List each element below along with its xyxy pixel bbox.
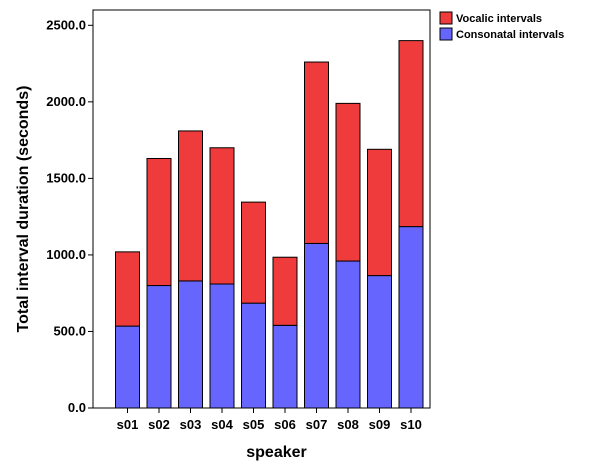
legend-swatch	[439, 27, 453, 41]
bar-vocalic-s09	[367, 148, 392, 277]
x-tick-label-s08: s08	[337, 417, 359, 432]
bar-vocalic-s02	[146, 157, 172, 287]
bar-consonatal-s09	[367, 275, 392, 409]
y-tick-label: 2000.0	[46, 94, 86, 109]
bar-consonatal-s08	[335, 260, 361, 409]
bar-consonatal-s07	[304, 242, 329, 409]
bar-vocalic-s06	[272, 256, 298, 326]
x-tick-label-s01: s01	[117, 417, 139, 432]
y-tick-label: 1000.0	[46, 247, 86, 262]
x-tick-label-s09: s09	[369, 417, 391, 432]
bar-consonatal-s04	[209, 283, 235, 409]
y-axis-title: Total interval duration (seconds)	[15, 86, 32, 333]
x-tick-label-s05: s05	[243, 417, 265, 432]
x-tick-label-s07: s07	[306, 417, 328, 432]
y-tick-label: 2500.0	[46, 17, 86, 32]
bar-consonatal-s02	[146, 285, 172, 409]
bar-vocalic-s08	[335, 102, 361, 262]
bar-consonatal-s10	[398, 226, 424, 409]
bar-vocalic-s05	[241, 201, 266, 304]
legend: Vocalic intervals Consonatal intervals	[439, 11, 564, 41]
bar-vocalic-s03	[178, 130, 203, 282]
x-axis-title: speaker	[246, 444, 307, 461]
bar-vocalic-s01	[115, 251, 140, 327]
y-tick-label: 500.0	[53, 323, 86, 338]
bar-consonatal-s03	[178, 280, 203, 409]
x-axis: s01 s02 s03 s04 s05 s06 s07 s08 s09 s10	[117, 408, 422, 432]
bar-consonatal-s01	[115, 325, 140, 409]
x-tick-label-s02: s02	[148, 417, 170, 432]
bar-vocalic-s04	[209, 147, 235, 285]
legend-label: Vocalic intervals	[456, 13, 542, 25]
x-tick-label-s06: s06	[274, 417, 296, 432]
bar-vocalic-s10	[398, 40, 424, 228]
bar-consonatal-s05	[241, 302, 266, 409]
bar-consonatal-s06	[272, 324, 298, 409]
y-tick-label: 1500.0	[46, 170, 86, 185]
x-tick-label-s10: s10	[400, 417, 422, 432]
y-tick-label: 0.0	[68, 400, 86, 415]
bar-vocalic-s07	[304, 61, 329, 244]
bars-group	[115, 40, 424, 409]
legend-swatch	[439, 11, 453, 25]
x-tick-label-s03: s03	[180, 417, 202, 432]
x-tick-label-s04: s04	[211, 417, 233, 432]
y-axis: 0.0 500.0 1000.0 1500.0 2000.0 2500.0	[46, 17, 93, 415]
legend-label: Consonatal intervals	[456, 29, 564, 41]
